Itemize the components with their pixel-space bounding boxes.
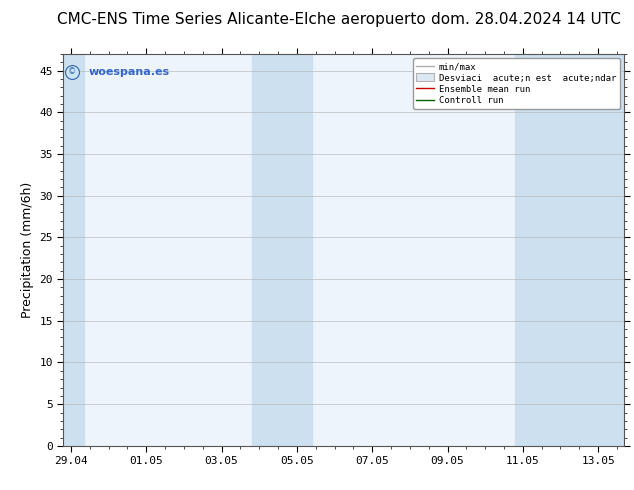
Text: dom. 28.04.2024 14 UTC: dom. 28.04.2024 14 UTC (432, 12, 621, 27)
Bar (63, 54, 84, 446)
Bar (541, 54, 624, 446)
Text: ©: © (68, 67, 76, 76)
Legend: min/max, Desviaci  acute;n est  acute;ndar, Ensemble mean run, Controll run: min/max, Desviaci acute;n est acute;ndar… (413, 58, 620, 109)
Y-axis label: Precipitation (mm/6h): Precipitation (mm/6h) (21, 182, 34, 318)
Text: CMC-ENS Time Series Alicante-Elche aeropuerto: CMC-ENS Time Series Alicante-Elche aerop… (56, 12, 425, 27)
Bar (252, 54, 278, 446)
Bar (278, 54, 312, 446)
Text: woespana.es: woespana.es (89, 67, 170, 76)
Bar (515, 54, 541, 446)
